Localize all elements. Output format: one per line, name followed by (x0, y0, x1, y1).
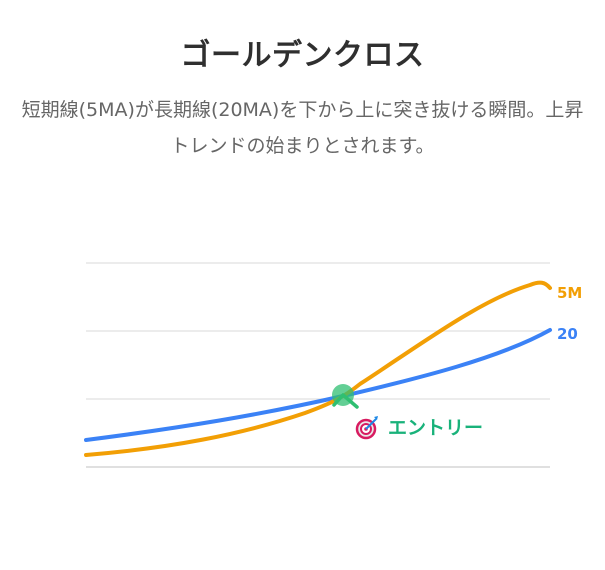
page-title: ゴールデンクロス (180, 38, 425, 73)
series-label-20ma: 20 (557, 325, 578, 343)
cross-arrow-icon (332, 393, 359, 409)
series-label-5ma: 5M (557, 284, 582, 302)
description-text: 短期線(5MA)が長期線(20MA)を下から上に突き抜ける瞬間。上昇トレンドの始… (21, 99, 584, 157)
entry-label: エントリー (388, 417, 483, 439)
target-icon (355, 416, 378, 440)
short-ma-line (84, 280, 552, 457)
